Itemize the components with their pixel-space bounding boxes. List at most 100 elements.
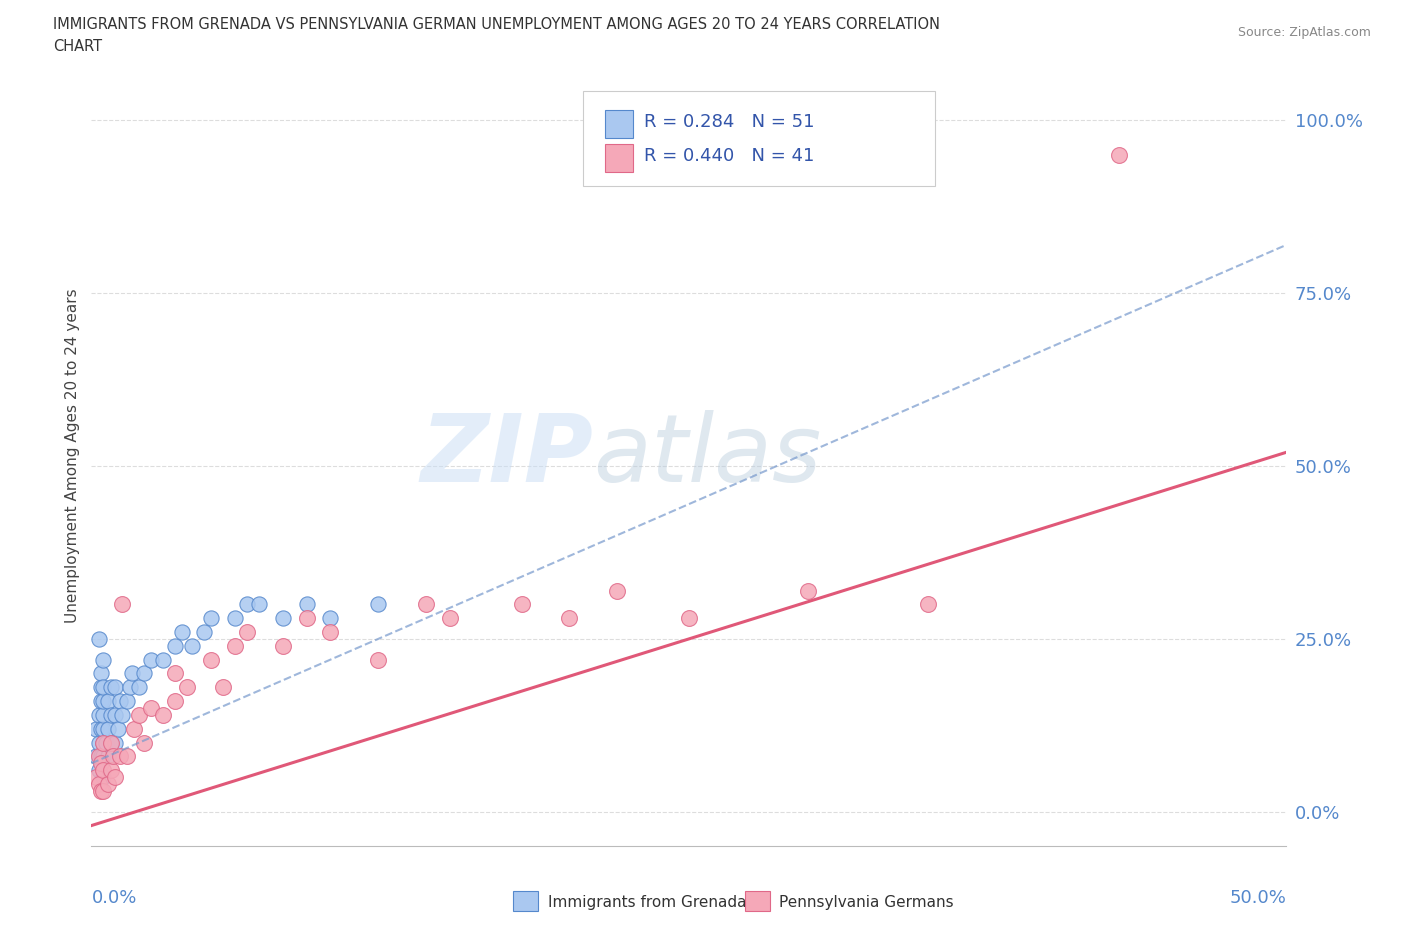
Text: R = 0.284   N = 51: R = 0.284 N = 51 — [644, 113, 814, 130]
Y-axis label: Unemployment Among Ages 20 to 24 years: Unemployment Among Ages 20 to 24 years — [65, 288, 80, 623]
Point — [93, 680, 114, 695]
Point — [87, 631, 110, 646]
Text: 50.0%: 50.0% — [1230, 889, 1286, 908]
Point — [90, 756, 112, 771]
Point — [87, 749, 110, 764]
Text: R = 0.440   N = 41: R = 0.440 N = 41 — [644, 147, 814, 165]
Point — [319, 625, 342, 640]
Point — [100, 763, 122, 777]
Point — [104, 708, 127, 723]
Point — [606, 583, 628, 598]
Point — [90, 784, 112, 799]
Point — [200, 611, 222, 626]
Point — [678, 611, 700, 626]
Text: atlas: atlas — [593, 410, 821, 501]
Point — [93, 735, 114, 750]
Point — [93, 770, 114, 785]
Point — [439, 611, 461, 626]
Point — [163, 666, 186, 681]
Point — [367, 597, 389, 612]
Point — [271, 638, 294, 653]
Point — [84, 770, 107, 785]
Point — [108, 749, 131, 764]
Point — [100, 708, 122, 723]
Point — [163, 638, 186, 653]
Point — [152, 708, 174, 723]
Point — [172, 625, 194, 640]
Point — [128, 708, 150, 723]
Point — [124, 722, 146, 737]
Point — [558, 611, 581, 626]
Point — [141, 652, 162, 667]
Point — [367, 652, 389, 667]
Point — [176, 680, 198, 695]
Point — [87, 735, 110, 750]
Text: Immigrants from Grenada: Immigrants from Grenada — [548, 895, 747, 910]
Point — [104, 680, 127, 695]
Point — [93, 722, 114, 737]
Point — [84, 749, 107, 764]
Point — [97, 722, 120, 737]
Point — [200, 652, 222, 667]
Text: 0.0%: 0.0% — [91, 889, 136, 908]
Point — [90, 694, 112, 709]
Text: IMMIGRANTS FROM GRENADA VS PENNSYLVANIA GERMAN UNEMPLOYMENT AMONG AGES 20 TO 24 : IMMIGRANTS FROM GRENADA VS PENNSYLVANIA … — [53, 17, 941, 32]
Point — [104, 770, 127, 785]
Point — [224, 638, 246, 653]
Point — [97, 749, 120, 764]
Point — [132, 666, 155, 681]
Point — [115, 694, 138, 709]
Point — [84, 722, 107, 737]
Point — [87, 708, 110, 723]
Point — [180, 638, 202, 653]
Point — [93, 735, 114, 750]
Point — [917, 597, 939, 612]
Point — [108, 694, 131, 709]
Point — [93, 749, 114, 764]
Point — [193, 625, 215, 640]
Point — [235, 625, 259, 640]
Point — [93, 652, 114, 667]
Point — [111, 597, 134, 612]
Point — [93, 708, 114, 723]
Point — [93, 694, 114, 709]
Point — [295, 597, 318, 612]
Point — [97, 694, 120, 709]
Point — [128, 680, 150, 695]
Point — [1108, 148, 1130, 163]
Point — [93, 763, 114, 777]
Point — [319, 611, 342, 626]
Point — [90, 749, 112, 764]
Point — [141, 700, 162, 715]
Text: ZIP: ZIP — [420, 410, 593, 501]
Point — [118, 680, 141, 695]
Text: CHART: CHART — [53, 39, 103, 54]
Point — [87, 763, 110, 777]
Point — [101, 749, 124, 764]
Point — [115, 749, 138, 764]
Point — [90, 666, 112, 681]
Point — [271, 611, 294, 626]
Point — [121, 666, 143, 681]
Point — [100, 735, 122, 750]
Text: Source: ZipAtlas.com: Source: ZipAtlas.com — [1237, 26, 1371, 39]
Point — [97, 777, 120, 791]
Point — [247, 597, 270, 612]
Point — [90, 722, 112, 737]
Point — [111, 708, 134, 723]
Point — [510, 597, 533, 612]
Point — [100, 735, 122, 750]
Point — [107, 722, 129, 737]
Text: Pennsylvania Germans: Pennsylvania Germans — [779, 895, 953, 910]
Point — [90, 680, 112, 695]
Point — [94, 735, 117, 750]
Point — [93, 784, 114, 799]
Point — [152, 652, 174, 667]
Point — [100, 680, 122, 695]
Point — [132, 735, 155, 750]
Point — [211, 680, 233, 695]
Point — [104, 735, 127, 750]
Point — [87, 777, 110, 791]
Point — [415, 597, 437, 612]
Point — [295, 611, 318, 626]
